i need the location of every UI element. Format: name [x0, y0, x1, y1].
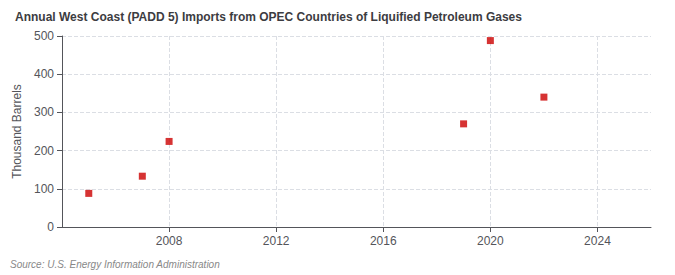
svg-text:200: 200 — [34, 144, 54, 158]
svg-text:300: 300 — [34, 105, 54, 119]
svg-text:Thousand Barrels: Thousand Barrels — [10, 84, 24, 179]
svg-text:Source: U.S. Energy Informatio: Source: U.S. Energy Information Administ… — [10, 259, 220, 270]
svg-text:400: 400 — [34, 67, 54, 81]
svg-text:500: 500 — [34, 29, 54, 43]
svg-text:2008: 2008 — [156, 234, 183, 248]
svg-text:0: 0 — [47, 220, 54, 234]
svg-text:2020: 2020 — [477, 234, 504, 248]
svg-text:Annual West Coast (PADD 5) Imp: Annual West Coast (PADD 5) Imports from … — [15, 10, 522, 24]
svg-text:2016: 2016 — [370, 234, 397, 248]
svg-text:2012: 2012 — [263, 234, 290, 248]
svg-text:100: 100 — [34, 182, 54, 196]
svg-text:2024: 2024 — [584, 234, 611, 248]
